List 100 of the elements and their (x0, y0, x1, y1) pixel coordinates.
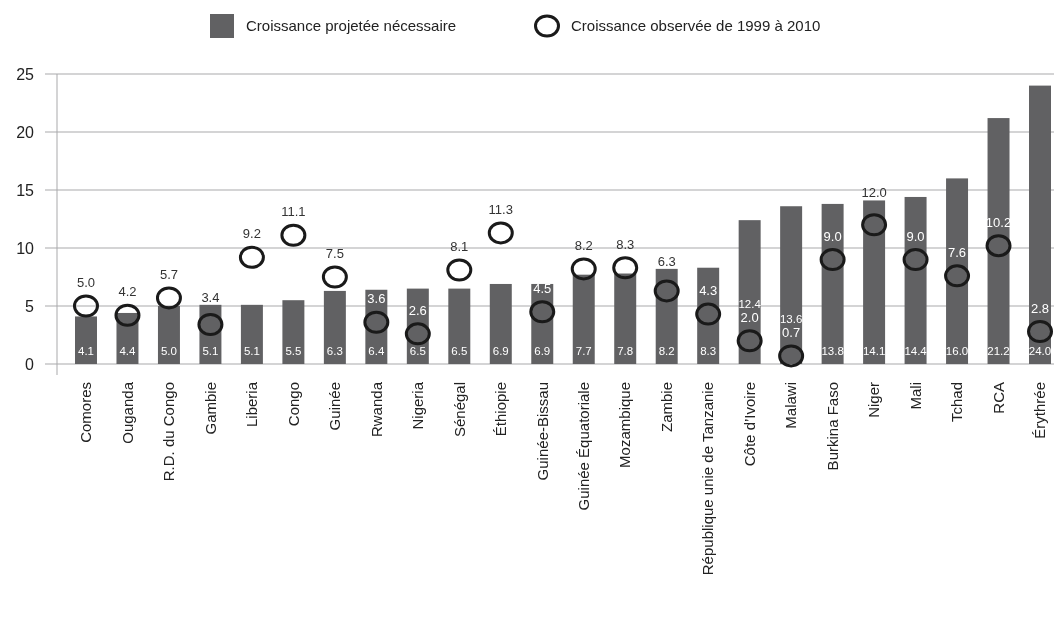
data-label: 10.2 (985, 214, 1012, 230)
data-label: 6.4 (368, 345, 385, 357)
x-tick-label: Érythrée (1031, 382, 1049, 439)
x-tick-label: Malawi (782, 382, 800, 429)
x-tick-label: Éthiopie (492, 382, 510, 437)
point (114, 303, 141, 327)
x-tick-label: Sénégal (450, 382, 468, 438)
bar (75, 316, 97, 364)
point (487, 221, 514, 245)
data-label: 6.9 (492, 345, 509, 357)
point (819, 248, 846, 272)
bar (780, 206, 803, 364)
data-label: 6.5 (409, 345, 426, 357)
data-label: 4.2 (118, 284, 137, 300)
data-label: 5.1 (243, 345, 260, 357)
x-tick-label: Tchad (948, 382, 966, 423)
point (321, 265, 348, 289)
point (778, 344, 805, 368)
y-tick-label: 20 (16, 123, 35, 141)
x-tick-label: Mozambique (616, 382, 634, 468)
bar (614, 273, 637, 364)
data-label: 5.7 (159, 266, 178, 282)
bar (489, 283, 512, 364)
point (529, 300, 556, 324)
data-label: 9.0 (823, 228, 842, 244)
x-tick-label: Guinée Équatoriale (574, 382, 592, 511)
x-tick-label: Liberia (243, 381, 261, 428)
point (404, 322, 431, 346)
data-label: 2.0 (740, 309, 759, 325)
x-tick-label: Nigeria (409, 381, 427, 430)
bar (1029, 85, 1051, 364)
data-label: 8.2 (658, 345, 675, 357)
data-label: 6.3 (326, 345, 343, 357)
point (238, 245, 265, 269)
data-label: 5.5 (285, 345, 302, 357)
bar (157, 306, 180, 364)
data-label: 9.0 (906, 228, 925, 244)
point (736, 329, 763, 353)
data-label: 4.3 (699, 283, 718, 299)
point (570, 257, 597, 281)
x-tick-label: Zambie (657, 382, 675, 433)
legend-label: Croissance observée de 1999 à 2010 (571, 17, 821, 35)
data-label: 3.4 (201, 289, 220, 305)
point (197, 313, 224, 337)
x-tick-label: Burkina Faso (823, 382, 841, 471)
point (612, 256, 639, 280)
data-label: 8.1 (450, 239, 469, 255)
point (363, 310, 390, 334)
bar (946, 178, 969, 364)
x-tick-label: Niger (865, 382, 883, 418)
point (446, 258, 473, 282)
data-label: 12.0 (861, 185, 887, 201)
x-tick-label: République unie de Tanzanie (699, 382, 717, 576)
data-label: 13.8 (821, 345, 844, 357)
data-label: 7.6 (948, 244, 967, 260)
data-label: 3.6 (367, 291, 386, 307)
data-label: 0.7 (782, 324, 801, 340)
data-label: 4.1 (77, 345, 94, 357)
x-tick-label: RCA (989, 382, 1007, 414)
y-tick-label: 10 (16, 239, 35, 257)
y-tick-label: 25 (16, 65, 35, 83)
point (902, 248, 929, 272)
data-label: 2.8 (1030, 300, 1050, 316)
data-label: 6.9 (534, 345, 551, 357)
data-label: 5.0 (160, 345, 177, 357)
data-label: 7.5 (325, 246, 344, 261)
data-label: 24.0 (1028, 345, 1052, 357)
bar (240, 304, 263, 364)
data-label: 8.3 (616, 236, 635, 252)
data-label: 9.2 (242, 226, 261, 242)
point (653, 279, 680, 303)
y-tick-label: 0 (25, 355, 35, 373)
legend-label: Croissance projetée nécessaire (246, 17, 457, 35)
bar (323, 290, 346, 364)
data-label: 11.3 (488, 201, 513, 217)
bar (987, 118, 1010, 364)
data-label: 5.1 (202, 345, 219, 357)
x-tick-label: Comores (77, 382, 95, 443)
bar (572, 274, 595, 364)
data-label: 5.0 (76, 275, 96, 290)
x-tick-label: Guinée (326, 382, 344, 431)
point (944, 264, 971, 288)
point (280, 223, 307, 247)
data-label: 7.8 (617, 345, 634, 357)
data-label: 14.4 (904, 345, 928, 357)
data-label: 16.0 (945, 345, 969, 357)
x-tick-label: Gambie (201, 382, 219, 435)
x-tick-label: Guinée-Bissau (533, 382, 551, 481)
data-label: 11.1 (281, 204, 306, 220)
x-tick-label: Congo (284, 382, 302, 427)
point (72, 294, 99, 318)
x-tick-label: Ouganda (118, 381, 136, 444)
x-tick-label: R.D. du Congo (160, 382, 178, 482)
data-label: 14.1 (862, 345, 886, 357)
data-label: 8.3 (700, 345, 717, 357)
data-label: 21.2 (987, 345, 1010, 357)
bar (282, 300, 305, 364)
data-label: 12.4 (738, 298, 762, 311)
data-label: 2.6 (408, 302, 427, 318)
x-tick-label: Côte d’Ivoire (740, 382, 758, 467)
